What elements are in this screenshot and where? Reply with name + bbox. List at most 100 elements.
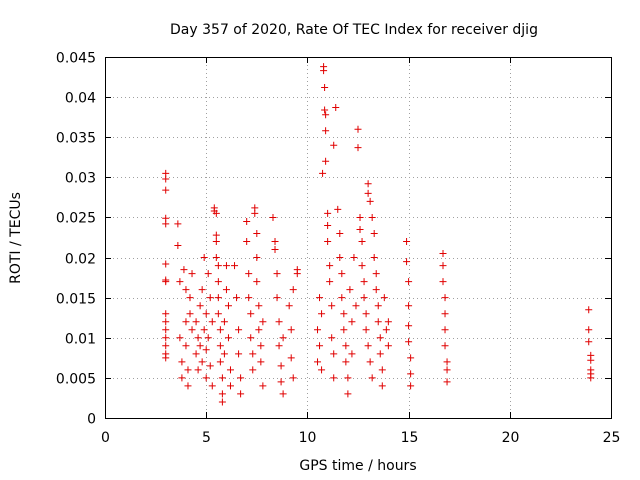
- data-point: [255, 302, 263, 310]
- data-point: [287, 326, 295, 334]
- data-point: [439, 278, 447, 286]
- data-point: [176, 334, 184, 342]
- data-point: [384, 318, 392, 326]
- data-point: [249, 366, 257, 374]
- data-point: [279, 334, 287, 342]
- data-point: [198, 358, 206, 366]
- data-point: [439, 262, 447, 270]
- data-point: [320, 67, 328, 75]
- data-point: [271, 238, 279, 246]
- data-point: [206, 294, 214, 302]
- data-point: [403, 238, 411, 246]
- data-point: [222, 262, 230, 270]
- data-point: [245, 270, 253, 278]
- data-point: [162, 220, 170, 228]
- x-axis: 0 5 10 15 20 25: [101, 57, 620, 446]
- data-point: [324, 221, 332, 229]
- x-tick-label: 25: [603, 430, 621, 446]
- data-point: [370, 229, 378, 237]
- data-point: [226, 366, 234, 374]
- data-point: [356, 213, 364, 221]
- data-point: [233, 294, 241, 302]
- data-point: [330, 350, 338, 358]
- y-tick-label: 0.03: [65, 171, 96, 187]
- data-point: [162, 318, 170, 326]
- data-point: [162, 186, 170, 194]
- data-point: [226, 382, 234, 390]
- data-point: [202, 374, 210, 382]
- data-point: [316, 294, 324, 302]
- data-point: [253, 278, 261, 286]
- data-point: [196, 302, 204, 310]
- data-point: [222, 286, 230, 294]
- y-tick-label: 0.01: [65, 332, 96, 348]
- data-point: [405, 302, 413, 310]
- data-point: [194, 366, 202, 374]
- data-point: [243, 238, 251, 246]
- data-point: [186, 294, 194, 302]
- data-point: [324, 238, 332, 246]
- data-point: [326, 278, 334, 286]
- data-point: [206, 362, 214, 370]
- data-point: [356, 225, 364, 233]
- data-point: [368, 213, 376, 221]
- data-point: [439, 250, 447, 258]
- data-point: [253, 254, 261, 262]
- data-point: [364, 189, 372, 197]
- data-point: [162, 334, 170, 342]
- data-point: [332, 104, 340, 112]
- y-axis-label: ROTI / TECUs: [8, 192, 24, 284]
- data-point: [407, 370, 415, 378]
- data-point: [273, 270, 281, 278]
- data-point: [259, 382, 267, 390]
- y-tick-label: 0.025: [56, 211, 96, 227]
- data-point: [318, 310, 326, 318]
- data-point: [224, 302, 232, 310]
- x-tick-label: 0: [101, 430, 110, 446]
- data-point: [585, 326, 593, 334]
- x-tick-label: 10: [299, 430, 317, 446]
- data-point: [174, 242, 182, 250]
- data-point: [237, 390, 245, 398]
- data-point: [196, 342, 204, 350]
- data-point: [366, 358, 374, 366]
- data-point: [289, 374, 297, 382]
- data-point: [235, 326, 243, 334]
- data-point: [208, 318, 216, 326]
- data-point: [202, 310, 210, 318]
- data-point: [378, 366, 386, 374]
- data-point: [322, 157, 330, 165]
- data-point: [220, 350, 228, 358]
- data-point: [218, 390, 226, 398]
- data-point: [247, 334, 255, 342]
- data-point: [178, 374, 186, 382]
- data-point: [237, 374, 245, 382]
- data-point: [218, 398, 226, 406]
- data-point: [372, 286, 380, 294]
- data-point: [188, 326, 196, 334]
- data-point: [334, 205, 342, 213]
- data-point: [220, 318, 228, 326]
- data-point: [342, 342, 350, 350]
- data-point: [224, 334, 232, 342]
- x-axis-label: GPS time / hours: [299, 458, 416, 474]
- data-point: [214, 310, 222, 318]
- data-point: [279, 390, 287, 398]
- data-point: [231, 262, 239, 270]
- data-point: [587, 374, 595, 382]
- data-point: [235, 350, 243, 358]
- data-point: [443, 358, 451, 366]
- data-point: [354, 125, 362, 133]
- data-point: [336, 254, 344, 262]
- y-tick-label: 0.045: [56, 51, 96, 67]
- data-point: [328, 302, 336, 310]
- data-point: [338, 294, 346, 302]
- data-point: [208, 382, 216, 390]
- data-point: [182, 318, 190, 326]
- data-point: [314, 358, 322, 366]
- y-tick-label: 0.02: [65, 252, 96, 268]
- data-point: [348, 350, 356, 358]
- data-point: [374, 318, 382, 326]
- data-point: [364, 180, 372, 188]
